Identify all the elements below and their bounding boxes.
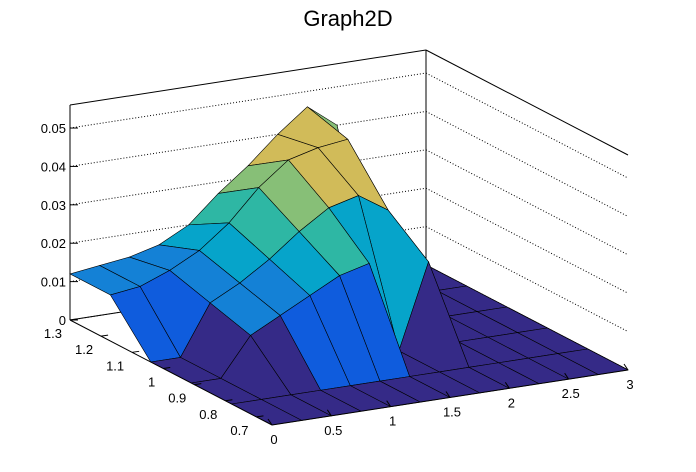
y-tick-label: 1.2 [75, 342, 93, 357]
box-edge [425, 49, 629, 156]
x-tick [504, 382, 510, 389]
x-tick-label: 2 [508, 395, 515, 410]
grid-line [425, 187, 629, 294]
y-tick-label: 1.1 [106, 358, 124, 373]
y-tick-label: 1.3 [44, 326, 62, 341]
grid-line [425, 149, 629, 256]
x-tick-label: 1.5 [443, 405, 461, 420]
box-edge [69, 319, 273, 426]
y-tick [163, 366, 171, 369]
y-tick [194, 383, 202, 386]
y-tick [101, 334, 109, 337]
y-tick [256, 415, 264, 418]
grid-line [425, 72, 629, 179]
x-tick-label: 3 [626, 377, 633, 392]
x-tick-label: 2.5 [562, 386, 580, 401]
z-tick-label: 0 [59, 313, 66, 328]
y-tick [225, 399, 233, 402]
z-tick-label: 0.05 [41, 121, 66, 136]
x-tick-label: 1 [389, 414, 396, 429]
grid-line [425, 226, 629, 333]
y-tick-label: 0.8 [199, 407, 217, 422]
x-tick [564, 372, 570, 380]
y-tick [69, 318, 78, 321]
chart-title: Graph2D [303, 6, 392, 31]
z-tick-label: 0.02 [41, 236, 66, 251]
x-tick [326, 409, 332, 417]
y-tick-label: 0.7 [230, 423, 248, 438]
y-tick [132, 350, 140, 353]
x-tick [267, 418, 273, 426]
grid-line [69, 72, 427, 129]
z-tick-label: 0.04 [41, 159, 66, 174]
x-tick [386, 400, 392, 407]
grid-line [425, 110, 629, 217]
y-tick-label: 0.9 [168, 391, 186, 406]
x-tick [623, 363, 629, 371]
x-tick-label: 0.5 [324, 423, 342, 438]
z-tick-label: 0.03 [41, 198, 66, 213]
x-tick [445, 391, 451, 398]
x-tick-label: 0 [270, 432, 277, 447]
z-tick-label: 0.01 [41, 275, 66, 290]
box-edge [69, 49, 427, 106]
y-tick-label: 1 [148, 374, 155, 389]
grid-line [69, 110, 427, 167]
